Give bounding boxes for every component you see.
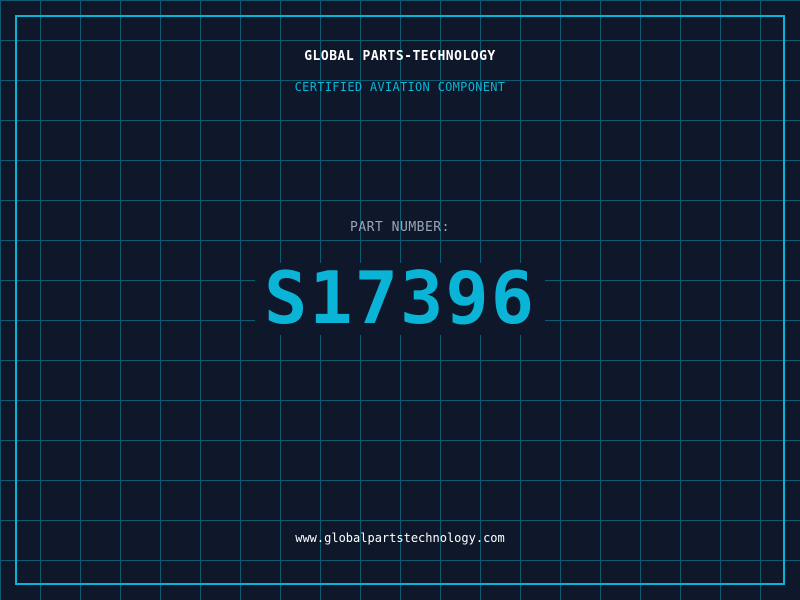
part-number: S17396 [263,256,537,340]
brand-title: GLOBAL PARTS-TECHNOLOGY [304,49,496,64]
border-frame [15,15,785,585]
subtitle: CERTIFIED AVIATION COMPONENT [294,80,506,94]
part-number-backdrop [255,263,545,335]
part-number-label: PART NUMBER: [350,220,450,235]
website-link[interactable]: www.globalpartstechnology.com [295,531,505,545]
